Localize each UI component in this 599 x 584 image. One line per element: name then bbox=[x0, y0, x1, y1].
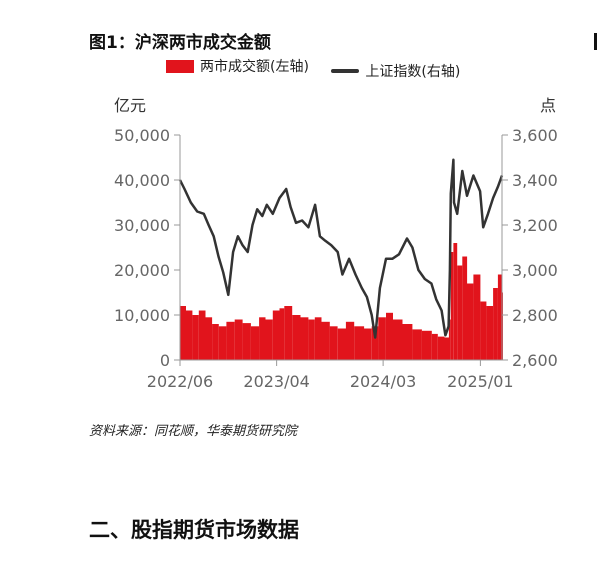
bar-turnover bbox=[292, 315, 301, 360]
bar-turnover bbox=[186, 310, 193, 360]
bar-turnover bbox=[234, 319, 243, 360]
left-tick-label: 40,000 bbox=[114, 171, 170, 190]
bar-turnover bbox=[364, 328, 372, 360]
x-tick-label: 2024/03 bbox=[350, 372, 416, 391]
clipped-edge-mark bbox=[594, 33, 597, 50]
left-tick-label: 20,000 bbox=[114, 261, 170, 280]
chart-legend: 两市成交额(左轴) 上证指数(右轴) bbox=[166, 56, 478, 81]
line-shanghai-index bbox=[178, 158, 504, 339]
bar-turnover bbox=[329, 326, 338, 361]
bar-turnover bbox=[354, 326, 365, 361]
bar-turnover bbox=[279, 308, 285, 361]
bar-turnover bbox=[393, 319, 403, 360]
bar-turnover bbox=[378, 317, 386, 361]
bar-turnover bbox=[448, 319, 451, 360]
right-axis-unit: 点 bbox=[540, 96, 557, 115]
bar-turnover bbox=[486, 306, 494, 360]
bar-turnover bbox=[345, 321, 355, 361]
legend-item-volume: 两市成交额(左轴) bbox=[166, 56, 309, 76]
left-tick-label: 10,000 bbox=[114, 306, 170, 325]
bar-turnover bbox=[467, 283, 474, 360]
right-tick-label: 3,400 bbox=[512, 171, 558, 190]
bar-turnover bbox=[192, 315, 199, 360]
x-tick-label: 2023/04 bbox=[243, 372, 309, 391]
legend-line-swatch bbox=[331, 68, 360, 73]
bar-turnover bbox=[212, 324, 219, 360]
bar-turnover bbox=[402, 324, 413, 360]
bar-turnover bbox=[259, 317, 266, 361]
bar-turnover bbox=[450, 252, 454, 360]
bar-turnover bbox=[242, 323, 251, 360]
bar-turnover bbox=[421, 330, 432, 361]
right-tick-label: 3,600 bbox=[512, 126, 558, 145]
bar-turnover bbox=[265, 319, 273, 360]
bar-turnover bbox=[457, 265, 463, 360]
right-tick-label: 3,200 bbox=[512, 216, 558, 235]
right-tick-label: 2,800 bbox=[512, 306, 558, 325]
bar-turnover bbox=[431, 333, 438, 360]
x-tick-label: 2022/06 bbox=[147, 372, 213, 391]
bar-turnover bbox=[205, 317, 213, 361]
bar-turnover bbox=[314, 317, 322, 361]
bar-turnover bbox=[308, 319, 315, 360]
bar-turnover bbox=[473, 274, 481, 360]
bar-turnover bbox=[226, 321, 235, 361]
bar-turnover bbox=[493, 288, 498, 360]
bar-turnover bbox=[371, 326, 379, 361]
bar-turnover bbox=[386, 312, 393, 361]
left-axis-unit: 亿元 bbox=[114, 96, 147, 115]
bar-turnover bbox=[300, 317, 309, 361]
bar-turnover bbox=[321, 321, 330, 361]
bar-turnover bbox=[412, 329, 422, 360]
bar-turnover bbox=[462, 256, 468, 360]
bar-turnover bbox=[337, 328, 346, 360]
bar-turnover bbox=[218, 326, 227, 361]
turnover-index-chart: 0 10,000 20,000 30,000 40,000 50,000 2,600 2,80… bbox=[114, 126, 558, 391]
figure-source: 资料来源：同花顺，华泰期货研究院 bbox=[89, 424, 298, 439]
bar-turnover bbox=[250, 326, 260, 361]
bar-turnover bbox=[453, 243, 458, 360]
left-tick-label: 0 bbox=[160, 351, 170, 370]
section-heading: 二、股指期货市场数据 bbox=[89, 518, 299, 542]
right-tick-label: 2,600 bbox=[512, 351, 558, 370]
left-tick-label: 50,000 bbox=[114, 126, 170, 145]
legend-item-index: 上证指数(右轴) bbox=[331, 61, 460, 81]
bar-turnover bbox=[437, 336, 445, 360]
bar-turnover bbox=[284, 306, 293, 360]
x-tick-label: 2025/01 bbox=[447, 372, 513, 391]
right-tick-label: 3,000 bbox=[512, 261, 558, 280]
bar-turnover bbox=[272, 310, 280, 360]
left-tick-label: 30,000 bbox=[114, 216, 170, 235]
legend-label-index: 上证指数(右轴) bbox=[365, 63, 461, 80]
legend-label-volume: 两市成交额(左轴) bbox=[200, 59, 309, 75]
legend-bar-swatch bbox=[166, 59, 194, 73]
bar-turnover bbox=[198, 310, 206, 360]
bar-turnover bbox=[444, 337, 449, 360]
bar-turnover bbox=[497, 274, 502, 360]
bar-turnover bbox=[180, 306, 186, 360]
figure-title: 图1：沪深两市成交金额 bbox=[89, 33, 271, 53]
bar-turnover bbox=[480, 301, 487, 360]
